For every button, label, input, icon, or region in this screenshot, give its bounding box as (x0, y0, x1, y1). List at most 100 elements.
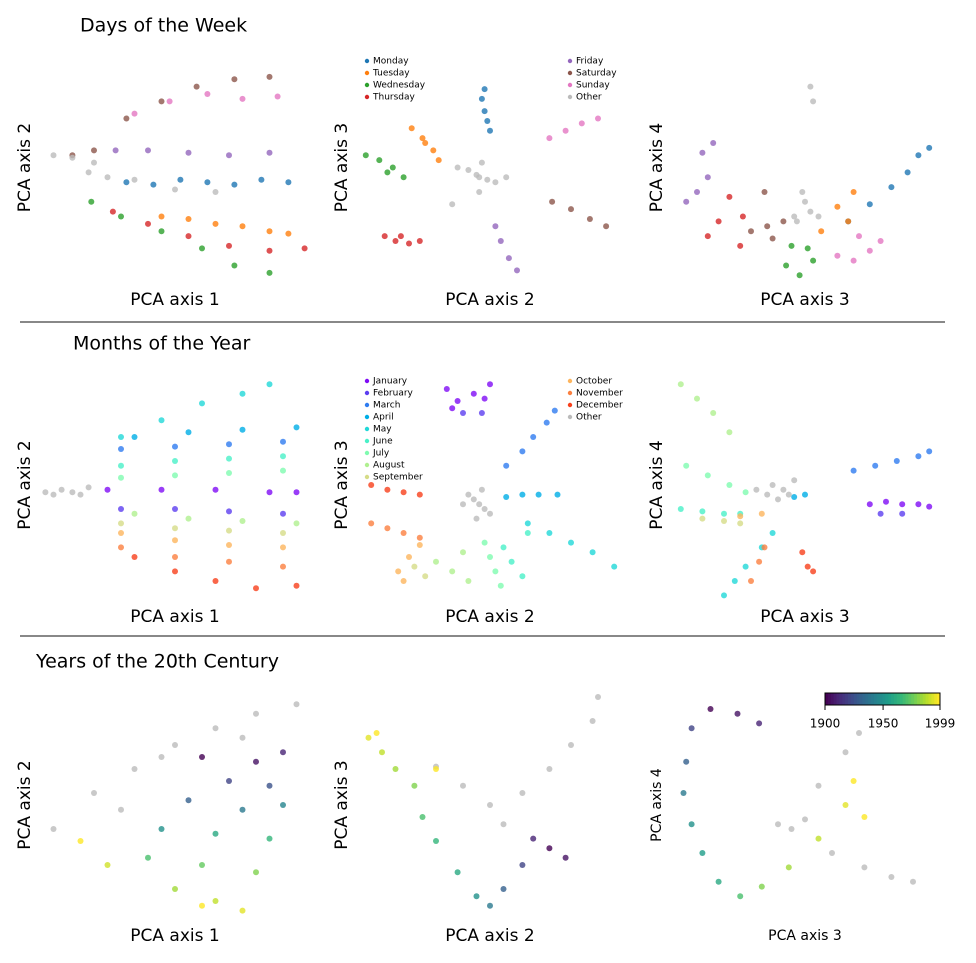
point (226, 558, 232, 565)
colorbar-segment (873, 693, 878, 705)
point (737, 893, 744, 900)
x-axis-label: PCA axis 3 (760, 290, 849, 310)
point (726, 429, 733, 436)
point (761, 189, 768, 195)
point (586, 215, 593, 222)
point (788, 826, 795, 832)
colorbar-segment (839, 693, 843, 705)
legend-marker (364, 402, 370, 408)
point (406, 240, 412, 247)
colorbar-segment (934, 693, 938, 705)
point (810, 257, 817, 264)
point (519, 862, 526, 868)
point (42, 489, 49, 496)
point (460, 410, 466, 416)
point (91, 159, 97, 166)
panel: PCA axis 2 PCA axis 3 (332, 694, 601, 946)
point (379, 749, 385, 756)
point (172, 186, 178, 193)
colorbar-segment (825, 693, 829, 705)
point (497, 582, 504, 589)
point (185, 215, 192, 222)
point (226, 152, 232, 159)
point (280, 544, 286, 551)
point (904, 169, 911, 176)
point (185, 233, 192, 240)
point (562, 127, 569, 134)
point (131, 176, 138, 183)
legend-marker (364, 58, 370, 64)
y-axis-label: PCA axis 3 (332, 760, 352, 849)
point (807, 208, 814, 215)
panel: Years of the 20th Century PCA axis 1 PCA a… (15, 651, 300, 946)
panel: PCA axis 3 PCA axis 4 (647, 83, 933, 310)
point (212, 725, 219, 732)
point (384, 486, 391, 493)
point (397, 233, 404, 240)
point (834, 252, 841, 259)
colorbar-segment (937, 693, 941, 705)
colorbar-segment (833, 693, 837, 705)
legend-label: Other (576, 413, 602, 423)
point (785, 491, 792, 498)
point (392, 766, 399, 772)
legend-marker (364, 462, 370, 468)
point (280, 749, 286, 756)
point (603, 223, 610, 230)
point (497, 238, 504, 244)
point (850, 257, 857, 264)
point (546, 845, 553, 852)
colorbar-segment (882, 693, 886, 705)
point (91, 147, 97, 154)
point (400, 174, 407, 181)
point (699, 508, 706, 515)
point (481, 86, 488, 93)
point (69, 489, 76, 496)
point (231, 76, 238, 83)
point (505, 255, 512, 262)
point (212, 220, 219, 227)
point (118, 474, 124, 481)
x-axis-label: PCA axis 1 (130, 607, 219, 627)
legend-label: Wednesday (373, 81, 426, 91)
point (742, 489, 749, 496)
point (893, 458, 900, 464)
point (611, 563, 618, 570)
point (783, 262, 790, 269)
point (484, 176, 491, 183)
colorbar-segment (836, 693, 840, 705)
point (177, 176, 184, 183)
x-axis-label: PCA axis 2 (445, 290, 534, 310)
legend-label: October (576, 377, 612, 387)
x-axis-label: PCA axis 1 (130, 290, 219, 310)
point (193, 83, 200, 90)
colorbar-tick-label: 1950 (868, 717, 899, 731)
point (487, 802, 493, 808)
colorbar-segment (925, 693, 929, 705)
point (519, 573, 526, 580)
point (204, 179, 211, 186)
point (145, 854, 151, 861)
point (226, 441, 232, 448)
point (293, 424, 300, 431)
point (710, 410, 717, 416)
point (419, 814, 426, 820)
colorbar-segment (879, 693, 883, 705)
point (384, 525, 391, 532)
point (487, 510, 493, 517)
point (683, 758, 690, 765)
point (280, 510, 286, 517)
point (514, 267, 520, 274)
point (677, 381, 684, 388)
point (578, 120, 585, 127)
x-axis-label: PCA axis 3 (760, 607, 849, 627)
point (481, 506, 488, 512)
point (761, 544, 768, 551)
point (112, 147, 119, 154)
point (212, 189, 219, 195)
point (694, 189, 700, 195)
point (460, 501, 466, 508)
point (791, 494, 798, 500)
legend-label: September (373, 473, 423, 483)
point (408, 125, 415, 132)
